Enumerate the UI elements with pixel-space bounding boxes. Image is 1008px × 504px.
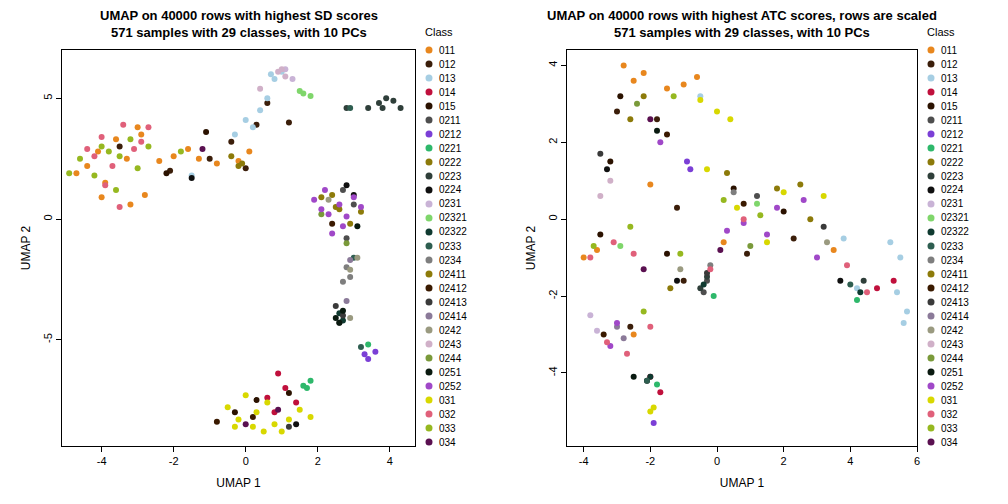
svg-text:0: 0 — [714, 455, 720, 467]
svg-text:0251: 0251 — [439, 367, 462, 378]
svg-text:02413: 02413 — [439, 297, 467, 308]
svg-text:02322: 02322 — [941, 226, 969, 237]
svg-text:0233: 0233 — [439, 241, 462, 252]
svg-text:0233: 0233 — [941, 241, 964, 252]
svg-text:0222: 0222 — [941, 157, 964, 168]
svg-text:0243: 0243 — [941, 339, 964, 350]
svg-text:5: 5 — [42, 94, 54, 100]
svg-text:0223: 0223 — [439, 171, 462, 182]
svg-text:012: 012 — [439, 59, 456, 70]
svg-text:UMAP 2: UMAP 2 — [19, 225, 33, 270]
svg-text:-2: -2 — [169, 455, 179, 467]
svg-text:0252: 0252 — [439, 381, 462, 392]
svg-text:02412: 02412 — [941, 283, 969, 294]
svg-text:0212: 0212 — [439, 129, 462, 140]
svg-text:4: 4 — [547, 61, 559, 67]
svg-text:031: 031 — [439, 395, 456, 406]
svg-text:033: 033 — [439, 423, 456, 434]
svg-text:02413: 02413 — [941, 297, 969, 308]
svg-text:0211: 0211 — [941, 115, 963, 126]
svg-text:0243: 0243 — [439, 339, 462, 350]
svg-text:011: 011 — [439, 45, 455, 56]
svg-text:015: 015 — [941, 101, 958, 112]
svg-text:0: 0 — [547, 214, 559, 220]
svg-text:02414: 02414 — [941, 311, 969, 322]
svg-text:032: 032 — [941, 409, 958, 420]
svg-text:0223: 0223 — [941, 171, 964, 182]
svg-text:0212: 0212 — [941, 129, 964, 140]
svg-text:UMAP 1: UMAP 1 — [720, 476, 765, 490]
svg-text:0242: 0242 — [941, 325, 964, 336]
svg-text:0234: 0234 — [439, 255, 462, 266]
svg-text:0224: 0224 — [439, 184, 462, 195]
svg-text:0: 0 — [243, 455, 249, 467]
svg-text:2: 2 — [315, 455, 321, 467]
svg-text:UMAP 2: UMAP 2 — [524, 225, 538, 270]
svg-text:0224: 0224 — [941, 184, 964, 195]
svg-text:011: 011 — [941, 45, 957, 56]
svg-text:0211: 0211 — [439, 115, 461, 126]
svg-text:0242: 0242 — [439, 325, 462, 336]
svg-text:031: 031 — [941, 395, 958, 406]
svg-text:0252: 0252 — [941, 381, 964, 392]
svg-text:014: 014 — [941, 87, 958, 98]
svg-text:6: 6 — [914, 455, 920, 467]
svg-text:-4: -4 — [579, 455, 589, 467]
svg-text:0234: 0234 — [941, 255, 964, 266]
svg-text:014: 014 — [439, 87, 456, 98]
svg-text:UMAP on 40000 rows with highes: UMAP on 40000 rows with highest ATC scor… — [547, 8, 937, 40]
svg-text:0231: 0231 — [439, 198, 462, 209]
svg-text:-4: -4 — [97, 455, 107, 467]
svg-text:Class: Class — [927, 26, 955, 38]
svg-text:034: 034 — [941, 437, 958, 448]
svg-text:0221: 0221 — [941, 143, 964, 154]
svg-text:02411: 02411 — [439, 269, 467, 280]
svg-text:033: 033 — [941, 423, 958, 434]
svg-text:UMAP on 40000 rows with highes: UMAP on 40000 rows with highest SD score… — [100, 8, 378, 40]
svg-text:-2: -2 — [547, 290, 559, 300]
svg-text:0231: 0231 — [941, 198, 964, 209]
svg-text:013: 013 — [439, 73, 456, 84]
svg-text:2: 2 — [547, 138, 559, 144]
svg-text:012: 012 — [941, 59, 958, 70]
svg-text:0221: 0221 — [439, 143, 462, 154]
svg-text:02411: 02411 — [941, 269, 969, 280]
svg-text:0244: 0244 — [941, 353, 964, 364]
svg-text:034: 034 — [439, 437, 456, 448]
svg-text:02412: 02412 — [439, 283, 467, 294]
svg-text:0251: 0251 — [941, 367, 964, 378]
svg-text:4: 4 — [387, 455, 393, 467]
svg-text:-4: -4 — [547, 366, 559, 376]
svg-text:Class: Class — [425, 26, 453, 38]
svg-text:4: 4 — [847, 455, 853, 467]
svg-text:02322: 02322 — [439, 226, 467, 237]
svg-text:-2: -2 — [645, 455, 655, 467]
svg-text:0244: 0244 — [439, 353, 462, 364]
svg-text:02321: 02321 — [439, 212, 467, 223]
svg-text:2: 2 — [781, 455, 787, 467]
svg-text:0222: 0222 — [439, 157, 462, 168]
svg-text:0: 0 — [42, 214, 54, 220]
svg-text:013: 013 — [941, 73, 958, 84]
svg-text:UMAP 1: UMAP 1 — [216, 476, 261, 490]
svg-text:-5: -5 — [42, 333, 54, 343]
svg-text:02414: 02414 — [439, 311, 467, 322]
svg-text:032: 032 — [439, 409, 456, 420]
svg-text:02321: 02321 — [941, 212, 969, 223]
svg-text:015: 015 — [439, 101, 456, 112]
